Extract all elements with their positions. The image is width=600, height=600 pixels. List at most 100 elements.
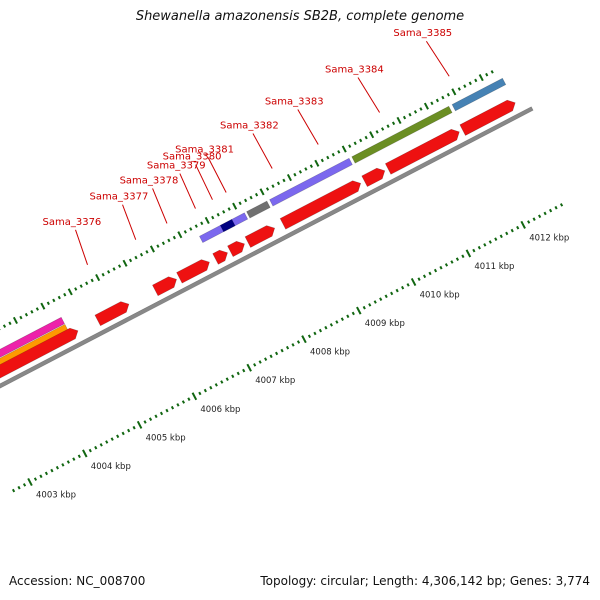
outer-tick [167, 238, 171, 243]
outer-tick [161, 241, 165, 246]
outer-tick-track [0, 70, 494, 331]
outer-tick [79, 284, 83, 288]
feature-track [0, 77, 507, 367]
scale-minor-tick [105, 440, 109, 444]
scale-minor-tick [77, 454, 81, 459]
gene-label: Sama_3379 [147, 161, 206, 172]
scale-minor-tick [472, 248, 476, 253]
outer-tick [276, 181, 281, 186]
outer-tick [2, 324, 7, 328]
scale-minor-tick [538, 214, 542, 219]
outer-tick [52, 298, 56, 303]
outer-tick [249, 195, 253, 200]
gene-arrow [384, 128, 460, 175]
outer-tick [446, 92, 450, 97]
gene-label: Sama_3382 [220, 121, 279, 132]
scale-minor-tick [307, 334, 312, 339]
label-leader [207, 157, 227, 193]
outer-tick [463, 84, 467, 88]
scale-minor-tick [324, 325, 328, 330]
outer-tick [107, 270, 111, 274]
outer-tick [423, 102, 429, 110]
outer-tick [156, 244, 160, 248]
scale-minor-tick [61, 463, 65, 467]
scale-major-tick [520, 220, 526, 229]
scale-minor-tick [494, 237, 498, 241]
gene-label: Sama_3384 [325, 65, 384, 76]
scale-minor-tick [170, 405, 175, 410]
outer-tick [211, 215, 215, 220]
scale-minor-tick [549, 208, 553, 213]
scale-minor-tick [72, 457, 76, 461]
scale-minor-tick [351, 311, 355, 316]
scale-minor-tick [66, 460, 70, 464]
scale-minor-tick [390, 291, 394, 296]
outer-tick [117, 264, 122, 268]
scale-minor-tick [225, 377, 229, 381]
outer-tick [244, 198, 248, 203]
scale-major-tick [82, 449, 88, 458]
outer-tick [326, 155, 330, 160]
outer-tick [490, 70, 494, 74]
feature-bar [219, 218, 236, 233]
outer-tick [238, 201, 242, 206]
outer-tick [194, 224, 198, 228]
outer-tick [172, 235, 176, 240]
scale-minor-tick [94, 445, 98, 450]
outer-tick [474, 78, 478, 83]
scale-minor-tick [362, 305, 366, 310]
outer-tick [413, 110, 418, 114]
gene-label: Sama_3380 [163, 152, 222, 163]
scale-minor-tick [318, 328, 323, 333]
scale-label: 4011 kbp [474, 262, 514, 272]
outer-tick [177, 231, 183, 239]
label-leader [252, 133, 273, 169]
gene-arrow [152, 276, 177, 297]
gene-label: Sama_3383 [265, 97, 324, 108]
outer-tick [451, 88, 457, 96]
gene-arrow [244, 225, 276, 248]
gene-arrow [94, 301, 130, 327]
scale-minor-tick [291, 343, 295, 347]
scale-minor-tick [231, 374, 235, 379]
label-leader [122, 204, 137, 240]
outer-tick [271, 184, 275, 188]
scale-minor-tick [329, 323, 333, 327]
gene-arrow [212, 249, 228, 265]
outer-tick [396, 116, 402, 124]
outer-tick [286, 174, 292, 182]
outer-tick [24, 312, 28, 317]
scale-minor-tick [236, 371, 240, 376]
outer-tick [128, 258, 133, 263]
label-leader [179, 173, 196, 209]
scale-minor-tick [154, 414, 158, 419]
gene-arrow [279, 180, 362, 230]
scale-minor-tick [165, 408, 169, 413]
scale-minor-tick [340, 317, 344, 321]
scale-minor-tick [532, 217, 536, 221]
scale-minor-tick [406, 283, 410, 287]
scale-minor-tick [516, 225, 520, 230]
outer-tick [90, 278, 94, 283]
scale-minor-tick [527, 220, 531, 224]
outer-tick [139, 252, 144, 257]
outer-tick [134, 255, 138, 260]
scale-minor-tick [127, 428, 131, 433]
outer-tick [381, 127, 385, 131]
scale-minor-tick [395, 288, 399, 293]
scale-minor-tick [258, 360, 262, 364]
label-leader [297, 109, 319, 145]
scale-minor-tick [401, 285, 405, 290]
outer-tick [337, 150, 341, 154]
outer-tick [293, 172, 297, 177]
feature-bar [351, 105, 453, 164]
scale-minor-tick [296, 340, 301, 344]
scale-minor-tick [209, 385, 213, 390]
gene-label: Sama_3381 [175, 145, 234, 156]
scale-major-tick [356, 306, 362, 315]
outer-tick [485, 72, 489, 77]
scale-minor-tick [121, 431, 125, 436]
scale-major-tick [410, 277, 417, 287]
scale-minor-tick [11, 488, 16, 493]
